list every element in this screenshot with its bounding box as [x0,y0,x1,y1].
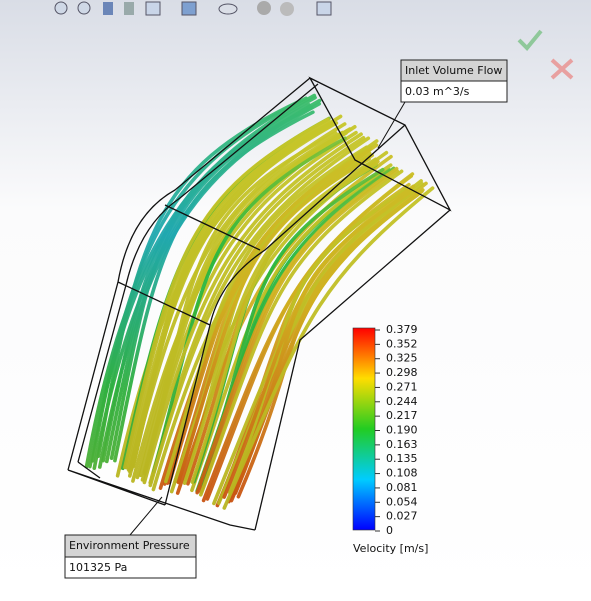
callout-body [64,556,197,579]
callout-value: 0.03 m^3/s [405,85,470,98]
streamline [96,99,302,458]
toolbar [54,1,332,16]
outlet-callout: Environment Pressure 101325 Pa [64,496,197,579]
legend-label: 0.054 [386,495,418,508]
confirm-corner [517,29,574,80]
streamline [227,187,409,495]
streamlines [84,93,435,510]
duct-outline [67,76,452,531]
outlet-face [67,461,256,531]
streamline [176,153,374,485]
leader-line [129,496,163,536]
outer-edge [67,77,311,471]
legend-label: 0.135 [386,452,418,465]
leader-line [377,101,406,149]
section-lines [117,204,261,326]
legend-label: 0.271 [386,380,418,393]
streamline [123,117,330,470]
legend-label: 0.298 [386,366,418,379]
streamline [164,145,369,484]
outer-edge-back [77,83,319,463]
view-settings[interactable] [316,1,332,16]
streamline [195,166,399,495]
streamline [201,172,415,503]
inner-edge [254,209,451,531]
legend-label: 0.108 [386,467,418,480]
streamline [144,131,338,470]
streamline [148,136,371,488]
streamline [105,105,314,464]
display-style[interactable] [181,1,197,16]
section-view[interactable] [124,2,134,15]
hide-show[interactable] [218,3,238,15]
streamline [126,120,335,472]
color-bar [352,327,376,531]
legend-label: 0.244 [386,395,418,408]
streamline [135,127,352,480]
streamline [190,162,379,484]
inner-edge-back [164,124,406,506]
inlet-callout: Inlet Volume Flow 0.03 m^3/s [377,59,508,149]
streamline [113,110,315,463]
legend-label: 0.352 [386,337,418,350]
streamline [152,136,347,474]
appearance[interactable] [257,1,271,15]
streamline [222,186,435,510]
legend-label: 0.379 [386,323,418,336]
legend-label: 0.027 [386,510,418,523]
callout-body [400,80,508,103]
streamline [182,157,378,485]
zoom-fit[interactable] [54,1,68,15]
streamline [167,148,372,485]
legend-label: 0.081 [386,481,418,494]
legend-title: Velocity [m/s] [353,542,428,555]
previous-view[interactable] [103,2,113,15]
legend-label: 0.325 [386,352,418,365]
callout-title: Environment Pressure [69,539,190,552]
legend-label: 0.190 [386,424,418,437]
callout-value: 101325 Pa [69,561,127,574]
streamline [158,143,379,490]
cancel-button[interactable] [550,58,574,80]
legend-label: 0 [386,524,393,537]
ok-button[interactable] [517,29,543,51]
callout-title: Inlet Volume Flow [405,64,502,77]
streamline [190,163,393,493]
legend-label: 0.163 [386,438,418,451]
zoom-area[interactable] [77,1,91,15]
streamline [199,169,404,497]
view-orientation[interactable] [145,1,161,16]
streamline [142,132,363,485]
scene[interactable] [280,2,294,16]
legend-label: 0.217 [386,409,418,422]
